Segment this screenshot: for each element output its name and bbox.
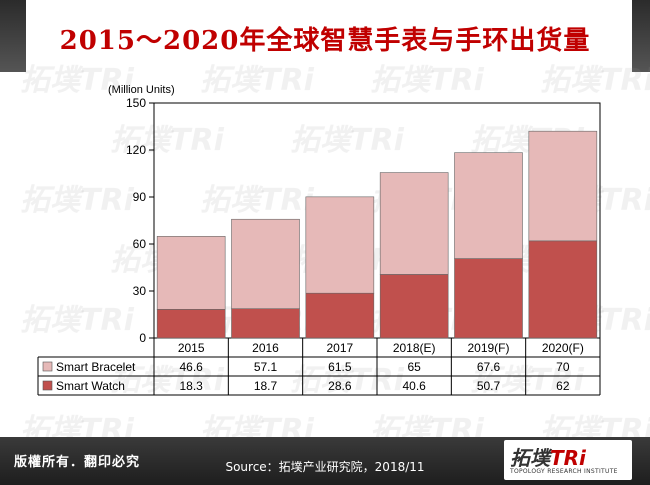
bar-smart-watch [156,309,226,339]
data-label: 61.5 [328,360,352,374]
bar-smart-bracelet [454,152,523,259]
y-unit-label: (Million Units) [108,84,175,96]
x-tick-label: 2018(E) [393,341,436,355]
legend-swatch [42,361,53,372]
bar-smart-watch [305,292,375,339]
bar-smart-watch [454,258,523,339]
data-label: 40.6 [402,379,426,393]
y-tick-label: 60 [133,237,147,251]
legend-entry: Smart Watch [56,379,125,393]
bar-smart-bracelet [379,172,449,275]
y-tick-label: 120 [126,143,146,157]
bar-smart-bracelet [305,196,375,294]
x-tick-label: 2015 [178,341,205,355]
data-label: 18.3 [179,379,203,393]
data-label: 28.6 [328,379,352,393]
bar-smart-watch [528,240,598,339]
bar-smart-bracelet [156,236,226,310]
x-tick-label: 2019(F) [467,341,509,355]
y-tick-label: 150 [126,96,146,110]
y-tick-label: 30 [133,284,147,298]
data-label: 57.1 [254,360,278,374]
data-label: 50.7 [477,379,501,393]
data-label: 65 [407,360,421,374]
logo-text-en: TRi [550,446,586,470]
x-tick-label: 2020(F) [542,341,584,355]
data-label: 18.7 [254,379,278,393]
y-tick-label: 0 [139,331,146,345]
logo-subtitle: TOPOLOGY RESEARCH INSTITUTE [510,468,618,475]
logo-text-cn: 拓墣 [510,446,550,470]
x-tick-label: 2017 [326,341,353,355]
y-tick-label: 90 [133,190,147,204]
bar-smart-watch [379,274,449,339]
source-note: Source：拓墣产业研究院，2018/11 [225,460,425,474]
copyright-notice: 版權所有．翻印必究 [14,455,141,470]
bar-smart-watch [231,308,300,339]
tri-logo: 拓墣TRi TOPOLOGY RESEARCH INSTITUTE [504,440,632,480]
footer-bar: 版權所有．翻印必究 Source：拓墣产业研究院，2018/11 拓墣TRi T… [0,437,650,485]
data-label: 62 [556,379,570,393]
chart-title: 2015～2020年全球智慧手表与手环出货量 [59,26,591,56]
legend-swatch [42,380,53,391]
top-left-band [0,0,26,72]
x-tick-label: 2016 [252,341,279,355]
stacked-bar-chart: 0 30 60 90 120 150(Million Units) 2015 2016 2017… [37,84,601,396]
data-label: 70 [556,360,570,374]
data-label: 46.6 [179,360,203,374]
bar-smart-bracelet [231,218,300,310]
legend-entry: Smart Bracelet [56,360,136,374]
data-label: 67.6 [477,360,501,374]
top-right-band [632,0,650,72]
bar-smart-bracelet [528,130,598,242]
